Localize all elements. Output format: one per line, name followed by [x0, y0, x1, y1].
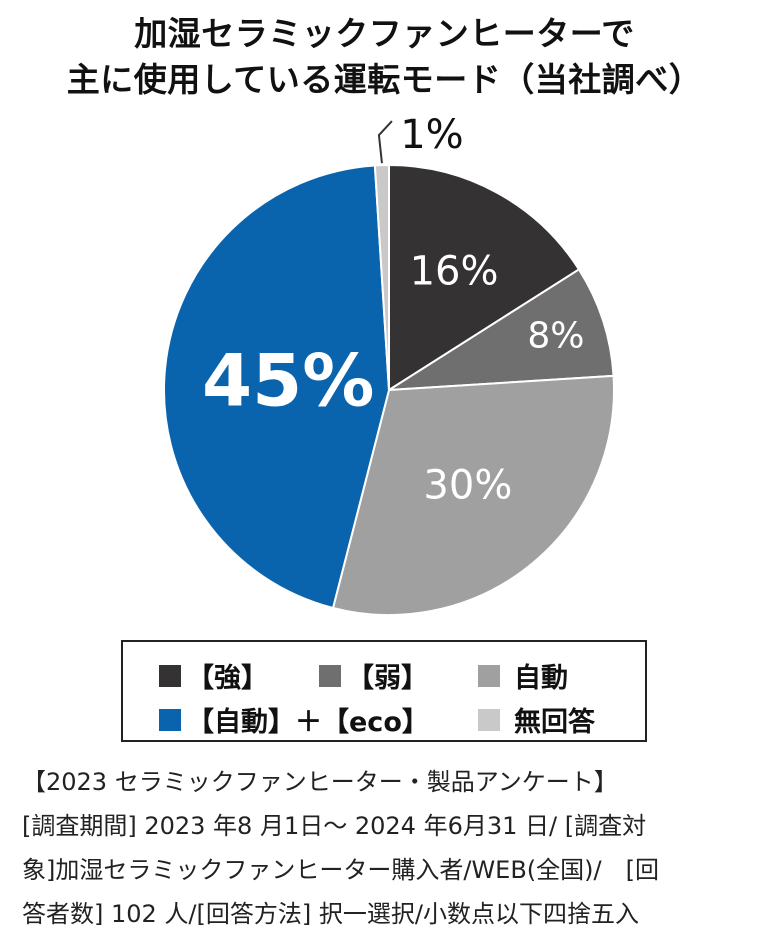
legend-swatch-auto — [478, 664, 500, 687]
legend-item-auto: 自動 — [478, 656, 568, 695]
legend-label-no-answer: 無回答 — [514, 707, 595, 738]
notes-line-1: 【2023 セラミックファンヒーター・製品アンケート】 — [22, 768, 618, 796]
notes-line-4: 答者数] 102 人/[回答方法] 択一選択/小数点以下四捨五入 — [22, 900, 639, 928]
legend-item-strong: 【強】 — [159, 656, 268, 695]
slice-no-answer-leader-line — [377, 120, 393, 164]
legend-label-strong: 【強】 — [187, 663, 268, 694]
slice-no-answer — [373, 163, 390, 391]
survey-notes: 【2023 セラミックファンヒーター・製品アンケート】 [調査期間] 2023 … — [22, 760, 762, 936]
notes-line-3: 象]加湿セラミックファンヒーター購入者/WEB(全国)/ [回 — [22, 856, 659, 884]
chart-title-line2: 主に使用している運転モード（当社調べ） — [66, 60, 703, 99]
slice-auto — [331, 374, 615, 616]
slice-weak-label: 8% — [527, 315, 584, 356]
legend-item-auto-eco: 【自動】＋【eco】 — [159, 700, 429, 739]
slice-auto-label: 30% — [423, 462, 512, 508]
slice-no-answer-label: 1% — [400, 112, 463, 158]
legend-item-weak: 【弱】 — [319, 656, 428, 695]
legend-swatch-auto-eco — [159, 708, 181, 731]
pie-chart: 16% 8% 30% 45% 1% — [163, 112, 615, 616]
notes-line-2: [調査期間] 2023 年8 月1日～ 2024 年6月31 日/ [調査対 — [22, 812, 647, 840]
legend-label-auto-eco: 【自動】＋【eco】 — [187, 707, 429, 738]
legend-label-auto: 自動 — [514, 663, 568, 694]
slice-strong — [388, 163, 581, 392]
chart-title-line1: 加湿セラミックファンヒーターで — [134, 14, 635, 53]
legend-swatch-weak — [319, 664, 341, 687]
legend-label-weak: 【弱】 — [347, 663, 428, 694]
slice-strong-label: 16% — [410, 249, 499, 295]
slice-auto-eco-label: 45% — [202, 338, 374, 422]
legend-item-no-answer: 無回答 — [478, 700, 595, 739]
legend-swatch-no-answer — [478, 708, 500, 731]
legend: 【強】 【弱】 自動 【自動】＋【eco】 無回答 — [121, 640, 647, 742]
slice-auto-eco — [163, 164, 391, 610]
legend-swatch-strong — [159, 664, 181, 687]
slice-weak — [388, 268, 615, 391]
